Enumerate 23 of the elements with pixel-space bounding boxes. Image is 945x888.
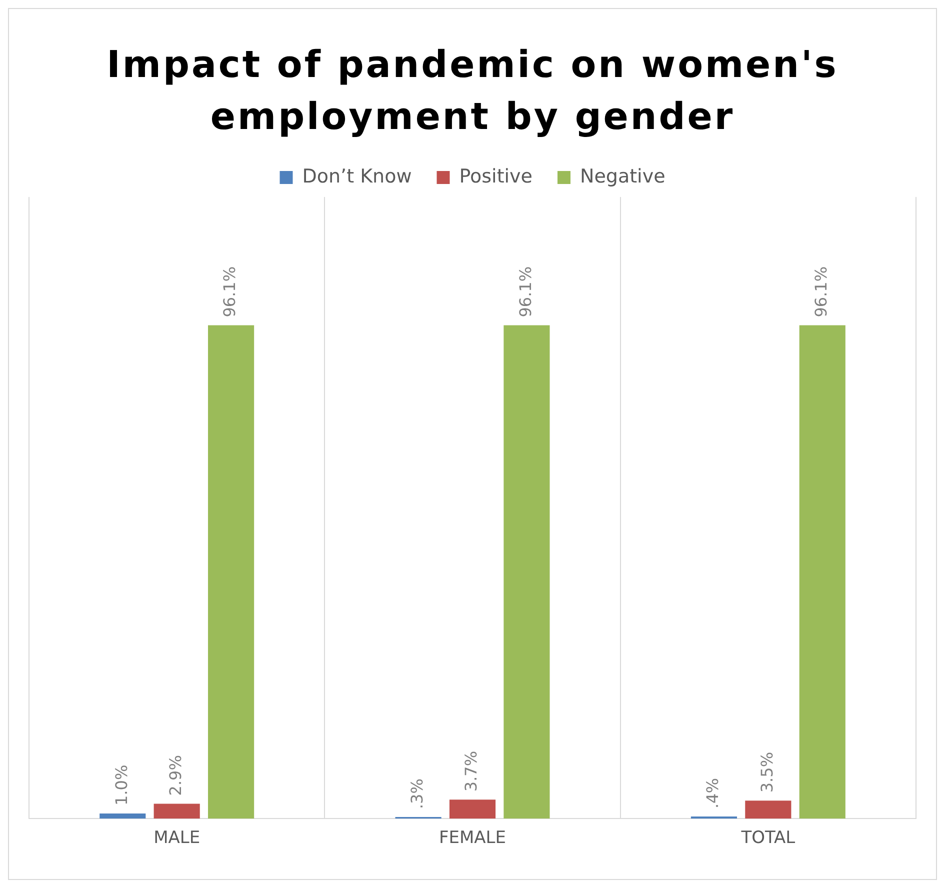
bar (504, 325, 550, 819)
data-label: 3.7% (462, 750, 481, 792)
data-label: .4% (703, 778, 722, 809)
x-tick-label: MALE (154, 828, 200, 848)
bar (449, 800, 496, 819)
bar (745, 800, 792, 819)
data-label: 96.1% (516, 266, 535, 318)
data-label: 96.1% (220, 266, 240, 318)
x-tick-label: FEMALE (438, 828, 506, 848)
legend-label: Positive (459, 165, 532, 188)
x-tick-label: TOTAL (740, 828, 796, 848)
data-label: 96.1% (812, 266, 831, 318)
data-label: .3% (407, 778, 426, 810)
legend-label: Negative (580, 165, 666, 188)
chart-title: Impact of pandemic on women's employment by gender (106, 42, 840, 140)
data-label: 1.0% (112, 764, 131, 806)
bar (154, 804, 200, 819)
data-label: 3.5% (757, 752, 776, 793)
bar (208, 325, 254, 819)
bar (100, 813, 146, 819)
data-label: 2.9% (166, 755, 185, 796)
legend-label: Don’t Know (302, 165, 412, 188)
bar (799, 325, 846, 819)
